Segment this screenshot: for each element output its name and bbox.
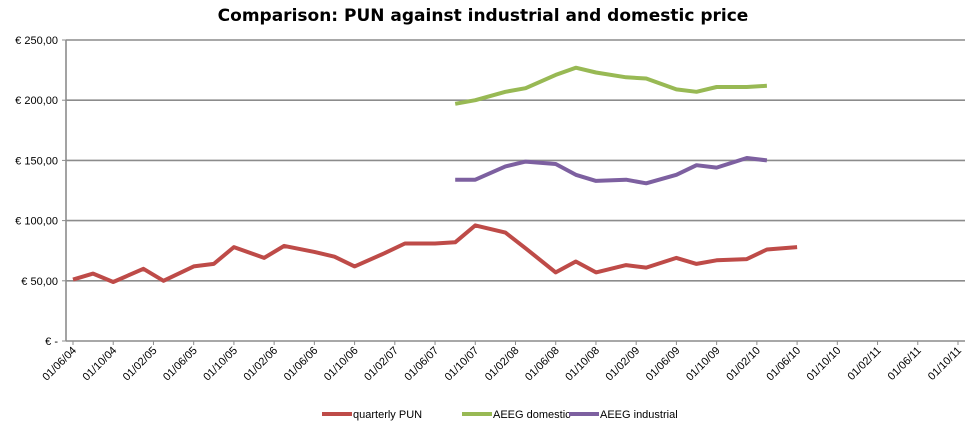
x-tick-label: 01/06/07 (402, 345, 441, 384)
legend-label: AEEG industrial (600, 409, 678, 421)
y-axis-tick-labels: € - € 50,00 € 100,00 € 150,00 € 200,00 € 250,… (15, 35, 66, 348)
x-tick-label: 01/02/06 (241, 345, 280, 384)
y-tick-label: € 150,00 (15, 155, 58, 167)
series-line-quarterly-pun (72, 223, 798, 284)
series-line-aeeg-industrial (455, 156, 768, 186)
x-tick-label: 01/02/08 (483, 345, 522, 384)
gridlines (66, 39, 965, 282)
y-tick-label: € 100,00 (15, 216, 58, 228)
x-tick-label: 01/10/04 (81, 345, 120, 384)
x-tick-label: 01/06/04 (40, 345, 79, 384)
x-tick-label: 01/10/08 (563, 345, 602, 384)
y-tick-label: € 50,00 (21, 276, 58, 288)
x-tick-label: 01/02/11 (845, 345, 883, 383)
x-tick-label: 01/06/05 (161, 345, 200, 384)
x-tick-label: 01/06/09 (644, 345, 683, 384)
x-tick-label: 01/10/09 (684, 345, 723, 384)
series-line-aeeg-domestic (454, 65, 768, 106)
x-tick-label: 01/02/07 (362, 345, 401, 384)
x-tick-label: 01/10/11 (926, 345, 964, 383)
x-tick-label: 01/06/11 (886, 345, 924, 383)
legend-label: AEEG domestic (493, 409, 571, 421)
y-tick-label: € - (45, 336, 58, 348)
x-tick-label: 01/02/09 (604, 345, 643, 384)
x-tick-label: 01/02/10 (724, 345, 763, 384)
legend: quarterly PUN AEEG domestic AEEG industria… (322, 409, 678, 421)
x-tick-label: 01/10/05 (201, 345, 240, 384)
axes (65, 40, 965, 342)
series-lines (72, 65, 798, 284)
legend-label: quarterly PUN (353, 409, 422, 421)
y-tick-label: € 200,00 (15, 95, 58, 107)
x-tick-label: 01/10/07 (443, 345, 482, 384)
x-axis-tick-labels: 01/06/04 01/10/04 01/02/05 01/06/05 01/10/05… (40, 341, 964, 383)
chart-title: Comparison: PUN against industrial and d… (218, 6, 749, 26)
y-tick-label: € 250,00 (15, 35, 58, 47)
x-tick-label: 01/10/10 (805, 345, 844, 384)
x-tick-label: 01/06/06 (282, 345, 321, 384)
x-tick-label: 01/02/05 (121, 345, 160, 384)
x-tick-label: 01/06/08 (523, 345, 562, 384)
x-tick-label: 01/10/06 (322, 345, 361, 384)
x-tick-label: 01/06/10 (764, 345, 803, 384)
